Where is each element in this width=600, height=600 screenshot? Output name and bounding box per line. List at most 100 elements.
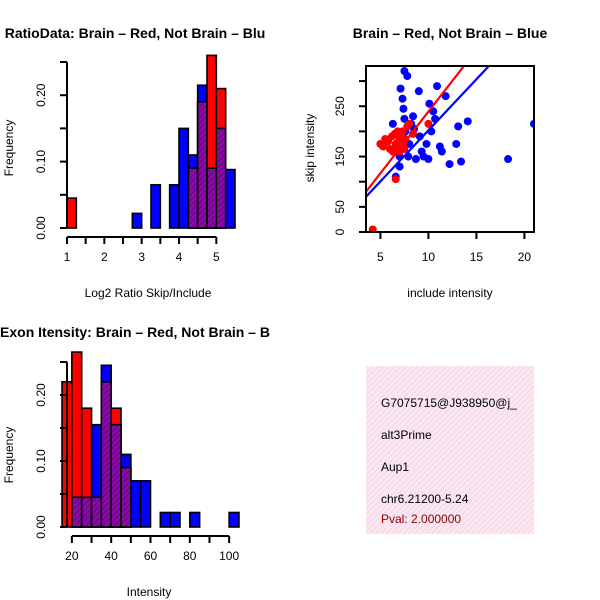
- ratio-histogram-title: RatioData: Brain – Red, Not Brain – Blu: [5, 25, 266, 41]
- exon-x-tick-label: 20: [65, 549, 79, 563]
- not-brain-point: [441, 92, 450, 101]
- brain-point: [391, 175, 400, 184]
- ratio-x-tick-label: 4: [176, 250, 183, 264]
- not-brain-fit-line: [366, 66, 490, 198]
- not-brain-point: [414, 87, 423, 96]
- not-brain-point: [424, 155, 433, 164]
- probe-id: G7075715@J938950@j_: [381, 396, 517, 410]
- scatter-axes: 5 10 15 20 0 50 150 250: [333, 65, 535, 264]
- brain-point: [424, 119, 433, 128]
- gene-name: Aup1: [381, 460, 410, 474]
- scatter-y-tick-label: 250: [333, 96, 347, 116]
- exon-blue-bar: [228, 511, 240, 528]
- not-brain-point: [396, 84, 405, 93]
- not-brain-point: [425, 99, 434, 108]
- not-brain-point: [454, 122, 463, 131]
- scatter-x-tick-label: 15: [470, 250, 484, 264]
- brain-point: [368, 225, 377, 232]
- not-brain-point: [411, 155, 420, 164]
- exon-x-tick-label: 100: [219, 549, 239, 563]
- exon-overlap-bar: [80, 496, 93, 528]
- ratio-overlap-bar: [196, 101, 208, 229]
- ratio-y-tick-label: 0.20: [34, 83, 48, 107]
- not-brain-point: [504, 155, 513, 164]
- exon-histogram-axes: 0.00 0.10 0.20 20 40 60 80 100: [34, 361, 239, 563]
- exon-y-tick-label: 0.20: [34, 383, 48, 407]
- exon-intensity-histogram: Exon Itensity: Brain – Red, Not Brain – …: [0, 324, 270, 599]
- exon-overlap-bar: [110, 423, 122, 528]
- not-brain-point: [403, 72, 412, 81]
- scatter-points: [366, 66, 534, 232]
- exon-histogram-title: Exon Itensity: Brain – Red, Not Brain – …: [0, 324, 270, 340]
- ratio-x-tick-label: 3: [138, 250, 145, 264]
- intensity-scatter: Brain – Red, Not Brain – Blue include in…: [303, 25, 547, 300]
- ratio-blue-bar: [131, 212, 143, 229]
- not-brain-point: [388, 119, 397, 128]
- exon-x-tick-label: 40: [105, 549, 119, 563]
- exon-blue-bar: [159, 511, 171, 528]
- ratio-blue-bar: [178, 127, 190, 229]
- ratio-x-tick-label: 1: [64, 250, 71, 264]
- ratio-x-tick-label: 2: [101, 250, 108, 264]
- not-brain-point: [399, 104, 408, 113]
- scatter-xlabel: include intensity: [407, 286, 492, 300]
- exon-overlap-bar: [90, 496, 103, 528]
- ratio-histogram-bars: [66, 54, 236, 229]
- info-panel: G7075715@J938950@j_ alt3Prime Aup1 chr6.…: [366, 366, 534, 534]
- not-brain-point: [457, 157, 466, 166]
- ratio-blue-bar: [150, 184, 162, 229]
- scatter-plot-area: [366, 66, 534, 232]
- ratio-blue-bar: [224, 168, 236, 229]
- exon-blue-bar: [130, 479, 142, 528]
- not-brain-point: [433, 82, 442, 91]
- pval-text: Pval: 2.000000: [381, 512, 462, 526]
- scatter-x-tick-label: 20: [518, 250, 532, 264]
- ratio-histogram-ylabel: Frequency: [2, 120, 16, 177]
- exon-histogram-ylabel: Frequency: [2, 427, 16, 484]
- not-brain-point: [398, 94, 407, 103]
- ratio-red-bar: [66, 197, 78, 229]
- ratio-y-tick-label: 0.10: [34, 150, 48, 174]
- scatter-frame: [365, 65, 535, 233]
- not-brain-point: [452, 139, 461, 148]
- exon-histogram-xlabel: Intensity: [127, 585, 172, 599]
- ratio-overlap-bar: [215, 127, 227, 229]
- ratio-y-tick-label: 0.00: [34, 216, 48, 240]
- ratio-histogram-axes: 0.00 0.10 0.20 1 2 3 4 5: [34, 61, 220, 264]
- not-brain-point: [463, 117, 472, 126]
- exon-y-tick-label: 0.00: [34, 515, 48, 539]
- ratio-overlap-bar: [187, 167, 199, 229]
- exon-blue-bar: [139, 479, 152, 528]
- scatter-x-tick-label: 10: [422, 250, 436, 264]
- brain-point: [405, 119, 414, 128]
- scatter-y-tick-label: 150: [333, 146, 347, 166]
- scatter-ylabel: skip intensity: [303, 114, 317, 183]
- exon-overlap-bar: [71, 496, 83, 528]
- ratio-blue-bar: [168, 184, 180, 229]
- exon-overlap-bar: [100, 380, 112, 528]
- scatter-title: Brain – Red, Not Brain – Blue: [353, 25, 548, 41]
- ratio-histogram: RatioData: Brain – Red, Not Brain – Blu …: [2, 25, 265, 300]
- not-brain-point: [445, 160, 454, 169]
- not-brain-point: [437, 147, 446, 156]
- exon-overlap-bar: [120, 466, 132, 528]
- exon-histogram-bars: [61, 351, 240, 528]
- not-brain-point: [400, 114, 409, 123]
- exon-x-tick-label: 80: [183, 549, 197, 563]
- brain-point: [409, 129, 418, 138]
- scatter-x-tick-label: 5: [377, 250, 384, 264]
- genomic-location: chr6.21200-5.24: [381, 492, 469, 506]
- brain-point: [379, 142, 388, 151]
- not-brain-point: [422, 139, 431, 148]
- scatter-y-tick-label: 0: [333, 228, 347, 235]
- event-type: alt3Prime: [381, 428, 432, 442]
- exon-blue-bar: [169, 511, 181, 528]
- ratio-histogram-xlabel: Log2 Ratio Skip/Include: [85, 286, 212, 300]
- ratio-overlap-bar: [206, 167, 218, 229]
- scatter-y-tick-label: 50: [333, 200, 347, 214]
- ratio-x-tick-label: 5: [213, 250, 220, 264]
- brain-fit-line: [366, 66, 465, 193]
- exon-y-tick-label: 0.10: [34, 449, 48, 473]
- brain-point: [400, 145, 409, 153]
